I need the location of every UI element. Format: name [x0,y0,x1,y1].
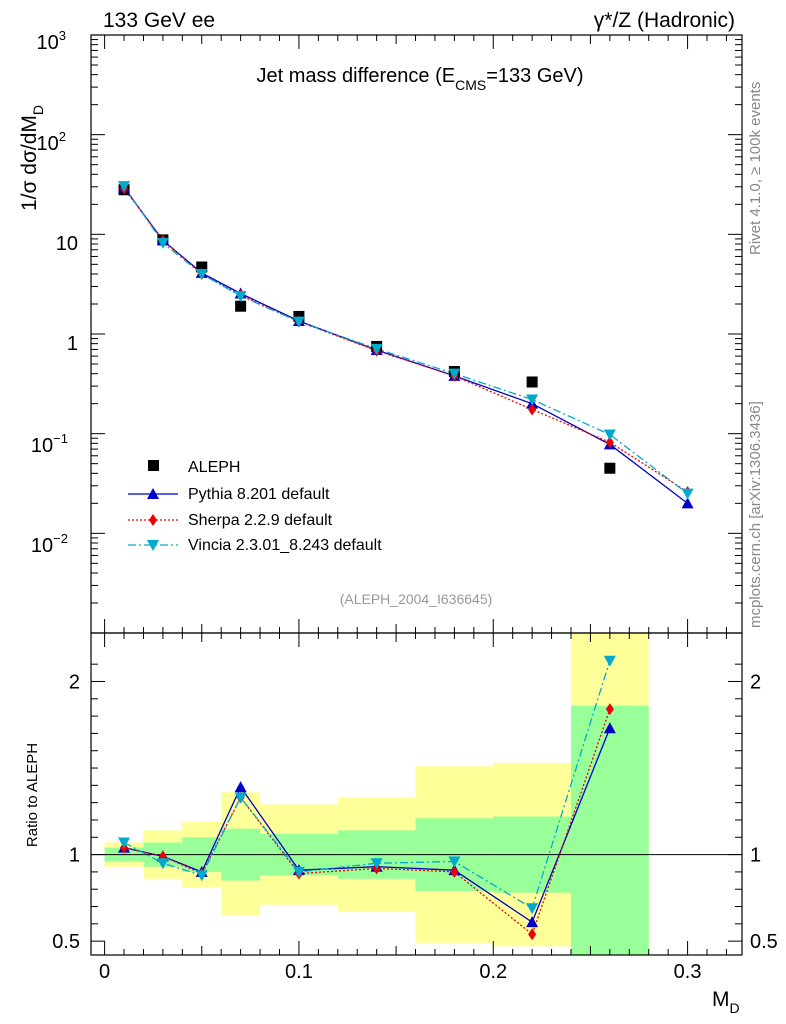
ratio-y-label: Ratio to ALEPH [24,743,41,847]
main-series-line-sherpa [123,187,688,493]
ratio-point-vincia-4 [292,866,305,878]
main-point-aleph-7 [526,376,538,388]
ratio-point-vincia-8 [603,655,616,667]
main-point-sherpa-7 [528,403,537,416]
main-point-sherpa-8 [605,436,614,449]
legend-label-pythia: Pythia 8.201 default [188,486,330,503]
ratio-band-green-8 [570,705,649,955]
ratio-point-vincia-7 [526,903,539,915]
ratio-ytick-label-left-0.5: 0.5 [52,931,80,953]
main-point-aleph-3 [235,300,247,312]
main-point-vincia-3 [234,291,247,303]
legend: ALEPH Pythia 8.201 default Sherpa 2.2.9 … [128,459,382,554]
ratio-point-vincia-5 [370,858,383,870]
legend-label-aleph: ALEPH [188,459,240,476]
legend-label-vincia: Vincia 2.3.01_8.243 default [188,537,382,554]
ratio-point-vincia-2 [195,870,208,882]
main-point-vincia-7 [526,394,539,406]
ratio-ytick-label-right-0.5: 0.5 [750,931,778,953]
main-point-vincia-6 [448,368,461,380]
ratio-point-pythia-3 [234,781,247,793]
legend-marker-vincia [147,540,159,551]
main-point-vincia-9 [681,488,694,500]
header-right: γ*/Z (Hadronic) [594,9,735,32]
legend-marker-pythia [147,488,159,499]
ytick-label-1e-2: 10−2 [31,531,68,557]
main-series-line-vincia [123,185,688,495]
side-label-mcplots: mcplots.cern.ch [arXiv:1306.3436] [747,401,764,628]
main-title: Jet mass difference (ECMS=133 GeV) [256,65,583,93]
legend-marker-aleph [148,460,159,471]
ratio-point-sherpa-8 [605,703,614,716]
ratio-ytick-label-left-1: 1 [69,845,80,867]
main-series-line-pythia [123,187,688,504]
ytick-label-1: 1 [67,333,78,355]
legend-marker-sherpa [149,514,157,526]
main-point-pythia-9 [681,497,694,509]
ratio-series-line-vincia [123,660,611,910]
legend-label-sherpa: Sherpa 2.2.9 default [188,512,333,529]
ratio-point-vincia-0 [118,837,131,849]
main-point-vincia-4 [292,316,305,328]
ytick-label-1e3: 103 [37,28,66,54]
x-axis-label: MD [712,988,740,1016]
ratio-point-sherpa-6 [450,865,459,878]
header-left: 133 GeV ee [103,9,215,32]
main-point-vincia-0 [118,181,131,193]
main-y-label: 1/σ dσ/dMD [18,105,46,211]
analysis-annotation: (ALEPH_2004_I636645) [340,591,493,607]
ytick-label-1e2: 102 [37,129,66,155]
main-y-tick-labels: 10−2 10−1 1 10 102 103 [31,28,78,557]
xtick-label-0.1: 0.1 [285,961,313,983]
ratio-frame [90,632,743,956]
ratio-point-vincia-3 [234,792,247,804]
ratio-point-pythia-8 [603,722,616,734]
ratio-point-pythia-7 [526,916,539,928]
xtick-label-0.2: 0.2 [479,961,507,983]
ratio-point-vincia-1 [156,858,169,870]
xtick-label-0.3: 0.3 [674,961,702,983]
xtick-label-0: 0 [99,961,110,983]
ratio-ytick-label-right-1: 1 [750,845,761,867]
main-point-aleph-8 [604,462,616,474]
main-point-vincia-5 [370,343,383,355]
ratio-ytick-label-left-2: 2 [69,671,80,693]
ratio-ytick-label-right-2: 2 [750,671,761,693]
side-label-rivet: Rivet 4.1.0, ≥ 100k events [747,82,764,255]
ratio-point-sherpa-7 [528,928,537,941]
main-point-vincia-1 [156,237,169,249]
ytick-label-10: 10 [56,233,78,255]
main-point-vincia-8 [603,429,616,441]
ytick-label-1e-1: 10−1 [31,431,68,457]
main-point-vincia-2 [195,268,208,280]
ratio-point-vincia-6 [448,856,461,868]
ratio-series-line-sherpa [123,708,611,936]
